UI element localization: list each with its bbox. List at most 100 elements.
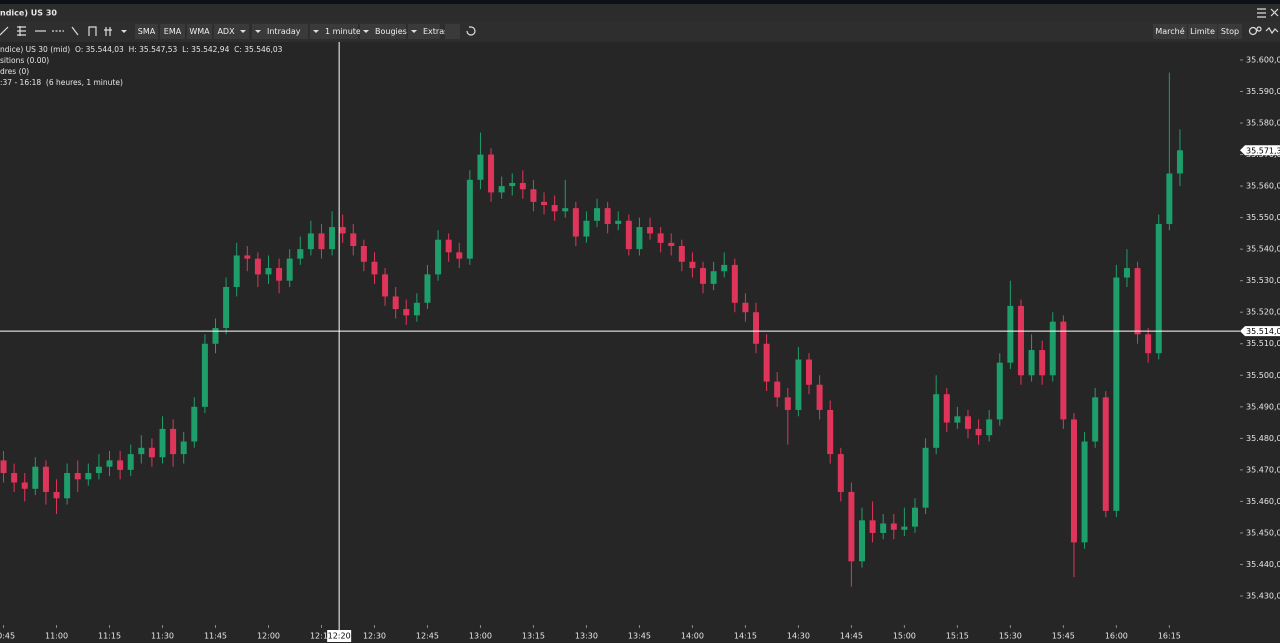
dropdown-arrow [313,30,319,33]
x-tick-label: 15:30 [999,632,1022,641]
dropdown-label[interactable]: Bougies [375,27,407,36]
candle-body [647,227,654,234]
candle-body [1092,397,1099,442]
x-tick-label: 11:15 [98,632,121,641]
plot-area: 35.600,0035.590,0035.580,0035.570,0035.5… [0,42,1280,642]
order-button[interactable] [1218,24,1242,39]
candle-body [731,264,738,303]
candle-body [1060,321,1067,420]
y-tick-label: 35.560,00 [1246,182,1280,191]
candle-body [986,419,993,436]
order-label[interactable]: Stop [1221,27,1239,36]
x-tick-label: 14:00 [681,632,704,641]
candle-body [1102,397,1109,511]
info-line: ndice) US 30 (mid) O: 35.544,03 H: 35.54… [0,45,283,54]
x-tick-label: 13:15 [522,632,545,641]
candle-body [445,239,452,253]
candle-body [700,268,707,284]
signal-icon[interactable] [1265,27,1279,35]
candle-body [11,473,18,483]
candle-body [922,447,929,508]
candle-body [933,394,940,448]
candle-body [795,359,802,410]
window-title: ndice) US 30 [0,9,57,18]
candle-body [286,258,293,281]
candle-body [1145,334,1152,354]
indicator-button[interactable] [214,24,238,39]
close-icon[interactable] [1270,8,1279,17]
crosshair-time-box [327,630,352,642]
candle-body [329,227,336,250]
dropdown-button[interactable] [310,24,358,39]
menu-icon[interactable] [1257,8,1266,18]
dropdown-label[interactable]: Extras [423,27,448,36]
dropdown-arrow [363,30,369,33]
order-button[interactable] [1153,24,1187,39]
x-tick-label: 16:15 [1158,632,1181,641]
y-tick-label: 35.600,00 [1246,55,1280,64]
undo-icon[interactable] [466,26,476,36]
candle-body [657,233,664,243]
dropdown-button[interactable] [408,24,440,39]
candle-body [604,208,611,224]
indicator-label[interactable]: SMA [138,27,156,36]
dropdown-button[interactable] [252,24,308,39]
candle-body [943,394,950,423]
candle-body [106,460,113,467]
candle-body [265,268,272,275]
crosshair-price-label: 35.514,02 [1246,327,1280,336]
candle-body [392,296,399,310]
candle-body [816,384,823,410]
y-tick-label: 35.480,00 [1246,434,1280,443]
order-label[interactable]: Marché [1155,26,1184,36]
indicator-button[interactable] [135,24,158,39]
candle-body [541,201,548,206]
indicator-button[interactable] [187,24,212,39]
x-tick-label: 15:45 [1052,632,1075,641]
candle-body [530,189,537,202]
candle-body [170,428,177,455]
candle-body [371,261,378,275]
x-tick-label: 12:15 [310,632,333,641]
candle-body [307,233,314,250]
candle-body [276,268,283,281]
dropdown-label[interactable]: 1 minute [325,27,361,36]
dropdown-arrow [411,30,417,33]
candle-body [583,220,590,237]
candle-body [615,220,622,224]
candle-body [519,182,526,190]
dropdown-button[interactable] [360,24,406,39]
dropdown-label[interactable]: Intraday [267,27,301,36]
indicator-label[interactable]: ADX [217,27,235,36]
window-edge [0,0,1280,4]
indicator-label[interactable]: WMA [189,27,210,36]
order-button[interactable] [1188,24,1217,39]
drawing-tools[interactable] [0,26,127,36]
candle-body [689,261,696,269]
candle-body [382,274,389,297]
candle-body [880,523,887,533]
settings-icon[interactable] [1248,26,1262,36]
candle-body [784,397,791,410]
title-bar [0,4,1280,22]
dropdown-arrow [255,30,261,33]
indicator-label[interactable]: EMA [164,27,182,36]
order-label[interactable]: Limite [1190,27,1215,36]
x-tick-label: 13:30 [575,632,598,641]
info-line: :37 - 16:18 (6 heures, 1 minute) [0,78,123,87]
indicator-button[interactable] [160,24,185,39]
candle-body [763,343,770,382]
x-tick-label: 11:00 [45,632,68,641]
candle-body [1017,305,1024,376]
x-tick-label: 10:45 [0,632,15,641]
y-tick-label: 35.470,00 [1246,465,1280,474]
x-tick-label: 12:30 [363,632,386,641]
zoom-button[interactable] [445,24,460,39]
candle-body [127,454,134,470]
crosshair-time-label: 12:20 [328,632,351,641]
candle-body [21,482,28,489]
candle-body [858,520,865,562]
candle-body [498,186,505,193]
candle-body [42,466,49,492]
candle-body [360,246,367,262]
